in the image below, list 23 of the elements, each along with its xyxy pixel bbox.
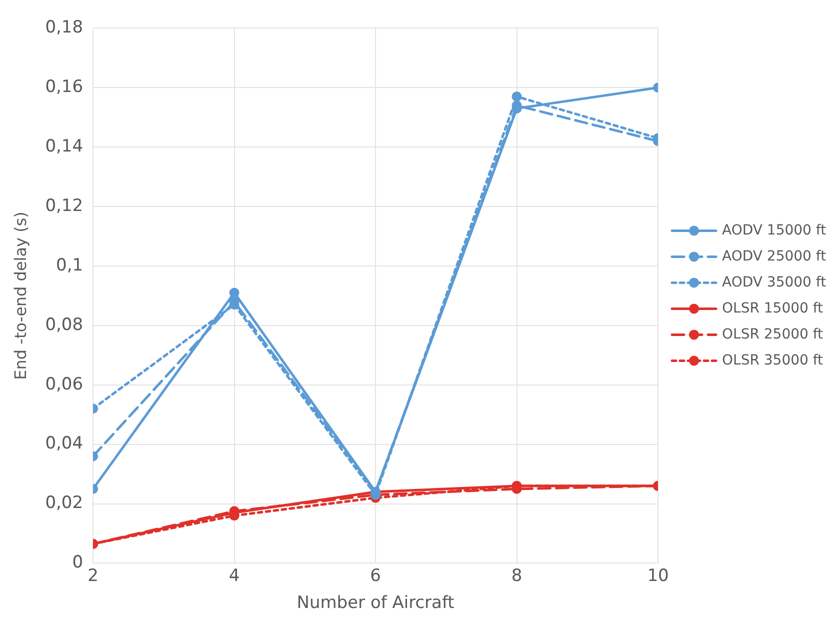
y-tick-label: 0,02 bbox=[45, 493, 84, 514]
y-tick-label: 0,12 bbox=[45, 196, 84, 216]
legend-label: OLSR 25000 ft bbox=[722, 326, 824, 342]
y-tick-label: 0 bbox=[72, 552, 84, 573]
y-axis-title: End -to-end delay (s) bbox=[10, 212, 30, 380]
x-tick-label: 4 bbox=[228, 566, 240, 586]
y-tick-label: 0,08 bbox=[45, 314, 84, 335]
y-tick-label: 0,04 bbox=[45, 434, 84, 454]
x-tick-label: 8 bbox=[511, 566, 522, 586]
legend-label: AODV 35000 ft bbox=[722, 274, 827, 290]
x-axis-title: Number of Aircraft bbox=[296, 593, 455, 614]
y-tick-label: 0,1 bbox=[56, 255, 84, 276]
legend-label: OLSR 35000 ft bbox=[722, 352, 824, 368]
x-tick-label: 10 bbox=[647, 566, 669, 586]
y-tick-label: 0,06 bbox=[45, 374, 84, 394]
legend-label: AODV 15000 ft bbox=[722, 222, 827, 238]
y-tick-label: 0,16 bbox=[45, 77, 84, 98]
y-tick-label: 0,14 bbox=[45, 136, 84, 157]
legend-label: AODV 25000 ft bbox=[722, 248, 827, 264]
legend-label: OLSR 15000 ft bbox=[722, 300, 824, 316]
x-tick-label: 6 bbox=[370, 566, 381, 586]
y-tick-label: 0,18 bbox=[45, 18, 84, 38]
x-tick-label: 2 bbox=[88, 566, 98, 586]
